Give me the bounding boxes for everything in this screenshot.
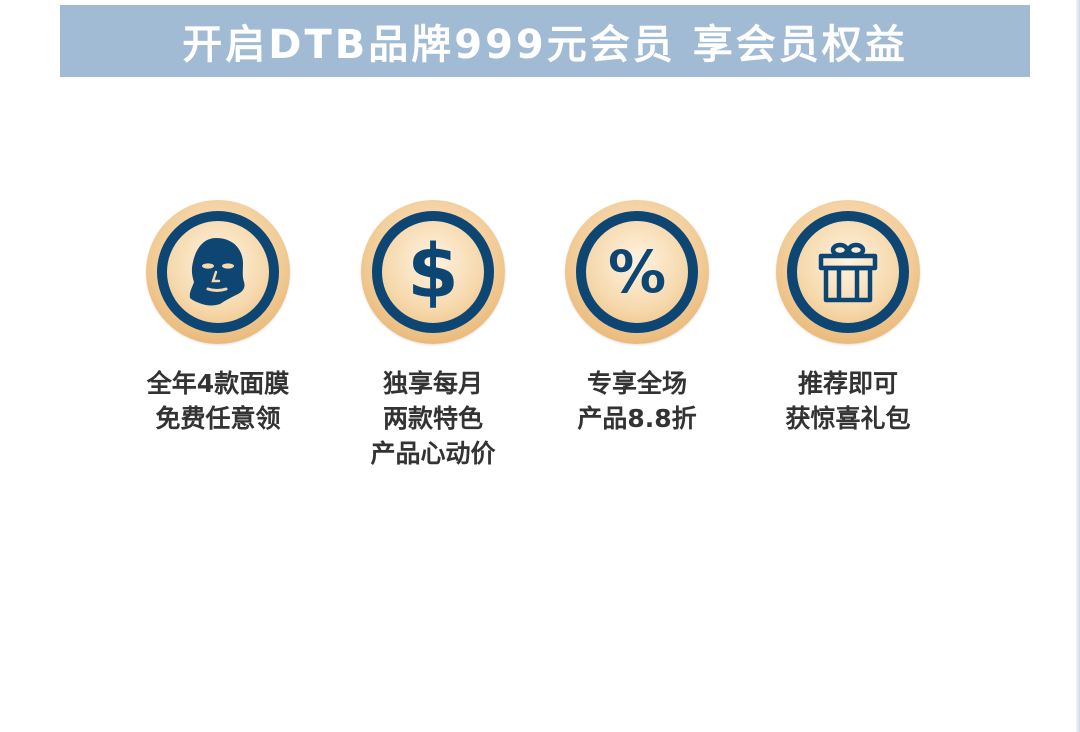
- right-edge-shadow: [1076, 0, 1080, 732]
- medal-ring: [787, 211, 909, 333]
- medal-ring: [157, 211, 279, 333]
- benefit-referral-gift: 推荐即可 获惊喜礼包: [748, 200, 948, 436]
- title-banner: 开启DTB品牌999元会员 享会员权益: [60, 5, 1030, 77]
- benefit-monthly-price: $ 独享每月 两款特色 产品心动价: [333, 200, 533, 471]
- percent-icon: %: [607, 238, 667, 306]
- benefit-label: 推荐即可 获惊喜礼包: [785, 366, 910, 436]
- banner-title: 开启DTB品牌999元会员 享会员权益: [182, 22, 908, 68]
- medal-badge: [776, 200, 920, 344]
- benefit-label-line: 独享每月: [382, 369, 483, 398]
- benefit-label-line: 获惊喜礼包: [785, 404, 911, 433]
- gift-icon: [818, 242, 878, 303]
- benefit-label-line: 产品8.8折: [577, 404, 697, 433]
- benefit-label: 专享全场 产品8.8折: [577, 366, 696, 436]
- medal-badge: $: [361, 200, 505, 344]
- benefit-label-line: 全年4款面膜: [146, 369, 290, 398]
- benefit-label-line: 推荐即可: [797, 369, 898, 398]
- benefit-label: 全年4款面膜 免费任意领: [147, 366, 289, 436]
- medal-badge: %: [565, 200, 709, 344]
- benefit-discount: % 专享全场 产品8.8折: [537, 200, 737, 436]
- benefit-label-line: 免费任意领: [155, 404, 281, 433]
- medal-badge: [146, 200, 290, 344]
- benefit-label-line: 两款特色: [382, 404, 483, 433]
- benefit-label: 独享每月 两款特色 产品心动价: [370, 366, 495, 471]
- medal-ring: $: [372, 211, 494, 333]
- dollar-icon: $: [407, 229, 459, 315]
- benefit-label-line: 专享全场: [586, 369, 687, 398]
- face-mask-icon: [189, 238, 245, 306]
- benefit-label-line: 产品心动价: [370, 439, 496, 468]
- benefit-free-masks: 全年4款面膜 免费任意领: [118, 200, 318, 436]
- medal-ring: %: [576, 211, 698, 333]
